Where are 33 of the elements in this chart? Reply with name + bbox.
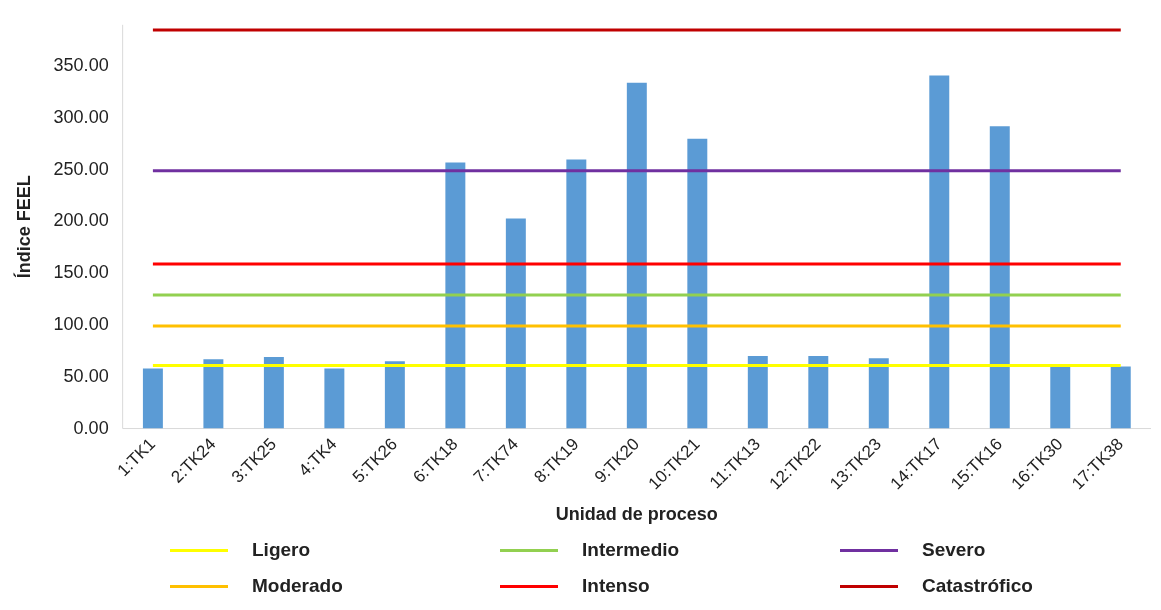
bar: [505, 218, 526, 429]
bar: [747, 356, 768, 429]
y-tick-label: 250.00: [53, 158, 109, 179]
y-tick-label: 200.00: [53, 210, 109, 231]
bar: [687, 138, 708, 429]
legend-label: Moderado: [252, 575, 343, 597]
y-tick-label: 300.00: [53, 106, 109, 127]
legend-label: Severo: [922, 539, 986, 561]
y-axis-title: Índice FEEL: [12, 175, 34, 279]
y-tick-label: 350.00: [53, 55, 109, 76]
x-axis-title: Unidad de proceso: [555, 504, 718, 525]
bar: [566, 159, 587, 429]
legend-label: Ligero: [252, 539, 311, 561]
legend-label: Intermedio: [582, 539, 680, 561]
bar: [808, 356, 829, 429]
bar: [868, 358, 889, 429]
bar: [263, 357, 284, 429]
y-tick-label: 0.00: [73, 417, 109, 438]
bar: [324, 368, 345, 429]
legend-label: Intenso: [582, 575, 650, 597]
y-tick-label: 100.00: [53, 313, 109, 334]
bar: [203, 359, 224, 429]
bar: [384, 361, 405, 429]
bar: [1050, 366, 1071, 429]
bar: [445, 162, 466, 429]
bar: [142, 368, 163, 429]
bar: [989, 126, 1010, 429]
y-tick-label: 150.00: [53, 262, 109, 283]
y-tick-label: 50.00: [63, 365, 109, 386]
legend-label: Catastrófico: [922, 575, 1033, 597]
bar: [1110, 366, 1131, 429]
bar: [626, 82, 647, 429]
bar: [929, 75, 950, 429]
